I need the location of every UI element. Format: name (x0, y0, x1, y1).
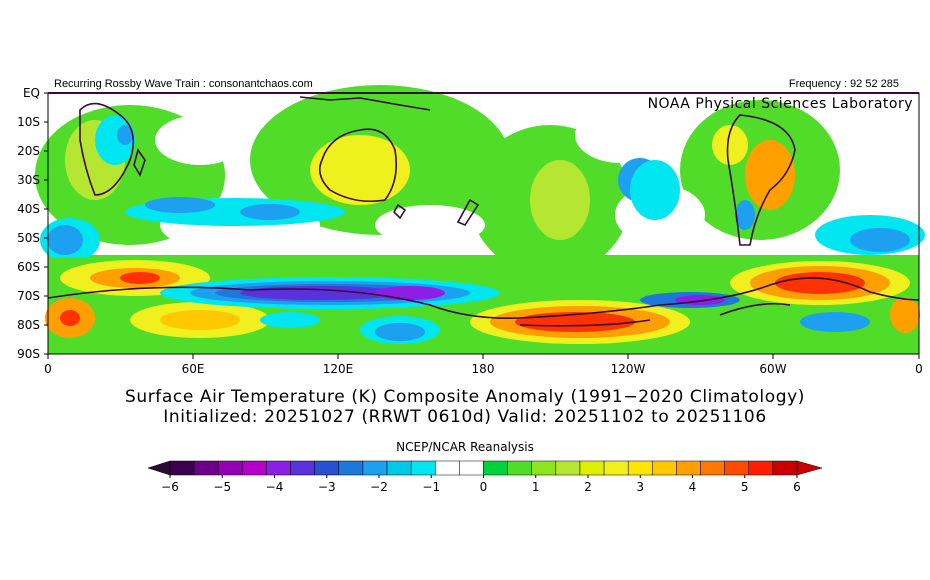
colorbar-swatch (435, 460, 460, 476)
colorbar-swatch (290, 460, 315, 476)
lat-label: 50S (17, 231, 40, 245)
lab-credit: NOAA Physical Sciences Laboratory (647, 96, 913, 112)
anomaly-contour-19 (145, 197, 215, 213)
map-title: Surface Air Temperature (K) Composite An… (124, 387, 806, 407)
anomaly-contour-52 (775, 272, 865, 294)
madagascar-coast (133, 148, 146, 177)
lat-label: 70S (17, 289, 40, 303)
colorbar-swatch (579, 460, 605, 476)
colorbar-swatch (555, 460, 581, 476)
colorbar-swatch (748, 460, 774, 476)
colorbar-swatch (772, 460, 798, 476)
lon-label: 60E (182, 362, 205, 376)
anomaly-contour-35 (160, 310, 240, 330)
lat-label: EQ (23, 86, 40, 100)
colorbar-label: −1 (422, 480, 440, 494)
lat-label: 10S (17, 115, 40, 129)
lat-label: 90S (17, 347, 40, 361)
south-america-coast (726, 114, 796, 246)
colorbar-label: −4 (266, 480, 284, 494)
colorbar-right-arrow (796, 460, 823, 476)
indonesia-coast (299, 96, 431, 111)
new-zealand-coast (456, 198, 480, 227)
lon-label: 0 (44, 362, 52, 376)
colorbar-label: −5 (213, 480, 231, 494)
colorbar-swatch (531, 460, 557, 476)
anomaly-contour-27 (735, 200, 755, 230)
source-label: NCEP/NCAR Reanalysis (396, 440, 534, 454)
lon-label: 0 (915, 362, 923, 376)
antarctica-inner (519, 302, 791, 327)
anomaly-contour-11 (375, 205, 485, 245)
anomaly-contour-14 (155, 115, 245, 165)
anomaly-contour-13 (840, 130, 920, 220)
colorbar-swatch (724, 460, 750, 476)
colorbar-swatch (700, 460, 725, 476)
lat-label: 30S (17, 173, 40, 187)
colorbar-swatch (459, 460, 484, 476)
colorbar-label: 6 (793, 480, 801, 494)
colorbar-swatch (676, 460, 701, 476)
colorbar-left-arrow (147, 460, 171, 476)
colorbar-label: 2 (584, 480, 592, 494)
anomaly-contour-45 (260, 312, 320, 328)
colorbar-label: 5 (741, 480, 749, 494)
colorbar-label: −2 (370, 480, 388, 494)
anomaly-contour-9 (712, 125, 748, 165)
colorbar-label: −3 (318, 480, 336, 494)
lat-label: 20S (17, 144, 40, 158)
colorbar-swatch (507, 460, 532, 476)
colorbar-label: 4 (689, 480, 697, 494)
header-frequency-text: Frequency : 92 52 285 (788, 78, 899, 90)
anomaly-contour-15 (575, 107, 665, 163)
anomaly-contour-24 (850, 228, 910, 252)
map-subtitle: Initialized: 20251027 (RRWT 0610d) Valid… (163, 407, 767, 427)
colorbar-label: 3 (636, 480, 644, 494)
anomaly-contour-17 (47, 225, 83, 255)
colorbar-swatch (169, 460, 195, 476)
colorbar-swatch (193, 460, 219, 476)
colorbar-swatch (603, 460, 629, 476)
anomaly-contour-46 (800, 312, 870, 332)
anomaly-contour-22 (630, 160, 680, 220)
lat-label: 40S (17, 202, 40, 216)
anomaly-contour-31 (120, 272, 160, 284)
colorbar-swatch (652, 460, 677, 476)
colorbar-label: 1 (532, 480, 540, 494)
africa-coast (79, 102, 135, 196)
colorbar-label: −6 (161, 480, 179, 494)
anomaly-contour-28 (48, 258, 919, 278)
anomaly-contour-5 (310, 135, 410, 205)
anomaly-contour-26 (117, 125, 133, 145)
anomaly-contour-20 (240, 204, 300, 220)
lon-label: 60W (759, 362, 786, 376)
lon-label: 180 (472, 362, 495, 376)
colorbar-swatch (410, 460, 436, 476)
colorbar-swatch (386, 460, 412, 476)
anomaly-contour-44 (375, 323, 425, 341)
antarctica-coast (47, 277, 920, 320)
lat-label: 80S (17, 318, 40, 332)
colorbar-swatch (362, 460, 388, 476)
lat-label: 60S (17, 260, 40, 274)
colorbar-swatch (627, 460, 653, 476)
colorbar-swatch (242, 460, 267, 476)
australia-coast (319, 128, 398, 203)
lon-label: 120W (611, 362, 646, 376)
header-left-text: Recurring Rossby Wave Train : consonantc… (54, 78, 313, 90)
colorbar-swatch (266, 460, 291, 476)
anomaly-contour-40 (375, 286, 445, 300)
colorbar-swatch (314, 460, 340, 476)
anomaly-contour-6 (530, 160, 590, 240)
anomaly-contour-33 (60, 310, 80, 326)
tasmania-coast (393, 203, 407, 220)
colorbar-swatch (338, 460, 364, 476)
anomaly-contour-53 (890, 297, 920, 333)
lon-label: 120E (323, 362, 354, 376)
colorbar-swatch (483, 460, 508, 476)
colorbar-label: 0 (480, 480, 488, 494)
anomaly-contour-8 (745, 140, 795, 210)
colorbar-swatch (217, 460, 243, 476)
